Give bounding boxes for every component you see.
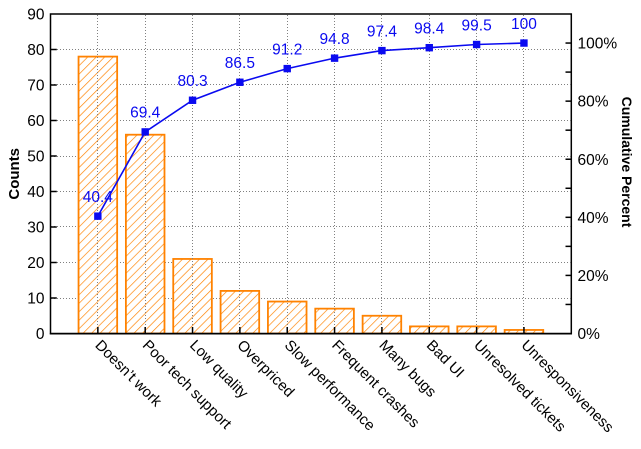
svg-text:0: 0 <box>36 326 45 343</box>
svg-text:Cumulative Percent: Cumulative Percent <box>619 97 635 228</box>
svg-text:40.4: 40.4 <box>83 189 114 206</box>
svg-text:50: 50 <box>27 149 45 166</box>
svg-text:40%: 40% <box>578 210 609 227</box>
svg-text:80.3: 80.3 <box>177 73 207 90</box>
svg-text:90: 90 <box>27 7 45 24</box>
svg-text:98.4: 98.4 <box>414 20 445 37</box>
svg-text:30: 30 <box>27 220 45 237</box>
svg-text:20%: 20% <box>578 268 609 285</box>
svg-text:100%: 100% <box>578 36 618 53</box>
svg-text:20: 20 <box>27 255 45 272</box>
svg-text:100: 100 <box>511 16 537 33</box>
svg-text:10: 10 <box>27 291 45 308</box>
svg-text:91.2: 91.2 <box>272 41 302 58</box>
svg-text:70: 70 <box>27 78 45 95</box>
svg-text:80%: 80% <box>578 94 609 111</box>
svg-text:99.5: 99.5 <box>462 17 492 34</box>
svg-text:60%: 60% <box>578 152 609 169</box>
svg-text:97.4: 97.4 <box>367 23 398 40</box>
svg-text:Counts: Counts <box>6 148 23 200</box>
svg-text:80: 80 <box>27 42 45 59</box>
svg-text:0%: 0% <box>578 326 601 343</box>
svg-text:40: 40 <box>27 184 45 201</box>
svg-text:60: 60 <box>27 113 45 130</box>
svg-text:69.4: 69.4 <box>130 105 161 122</box>
svg-text:94.8: 94.8 <box>319 31 349 48</box>
svg-text:86.5: 86.5 <box>225 55 255 72</box>
